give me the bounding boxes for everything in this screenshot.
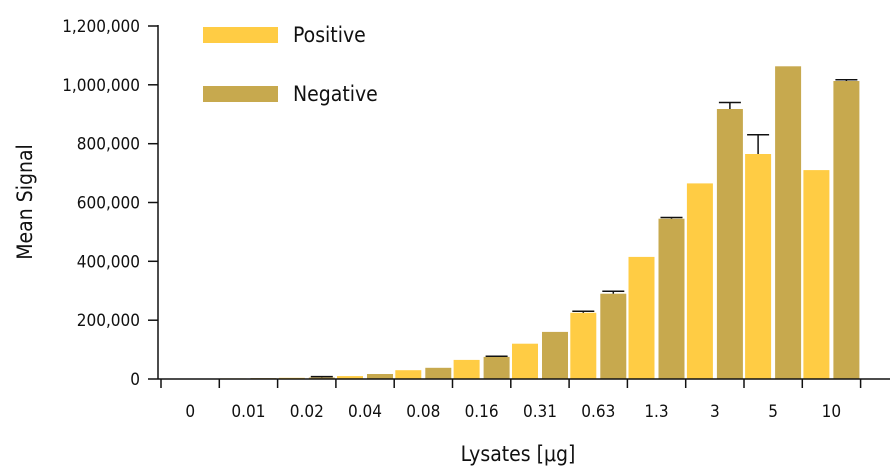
x-axis-title: Lysates [μg]: [461, 442, 576, 466]
bar-negative-0.31: [542, 331, 568, 379]
x-tick-label: 0: [185, 402, 195, 422]
bar-positive-3: [686, 183, 713, 379]
legend-swatch-negative: [203, 86, 278, 102]
y-tick-label: 200,000: [77, 311, 140, 331]
y-tick-label: 1,000,000: [62, 76, 140, 96]
bar-negative-0.63: [600, 293, 627, 379]
bar-positive-0.31: [512, 343, 538, 379]
x-tick-label: 5: [768, 402, 778, 422]
y-tick-label: 600,000: [77, 194, 140, 214]
x-tick-label: 0.31: [523, 402, 557, 422]
x-tick-label: 0.04: [348, 402, 382, 422]
bar-negative-0.08: [425, 367, 452, 379]
bar-negative-5: [775, 66, 802, 380]
y-tick-label: 800,000: [77, 135, 140, 155]
bar-negative-0.16: [483, 356, 510, 379]
bar-positive-10: [803, 170, 830, 379]
bar-negative-10: [833, 81, 860, 379]
bar-positive-1.3: [628, 256, 655, 379]
x-tick-label: 0.01: [231, 402, 265, 422]
y-axis-title: Mean Signal: [13, 144, 37, 260]
y-tick-label: 0: [130, 370, 140, 390]
legend-swatch-positive: [203, 27, 278, 43]
x-tick-label: 1.3: [644, 402, 668, 422]
x-tick-label: 3: [710, 402, 720, 422]
plot-area: 0 200,000 400,000 600,000 800,000 1,000,000 1,…: [62, 17, 890, 422]
bar-positive-5: [745, 154, 772, 379]
bar-negative-1.3: [658, 218, 685, 379]
legend-label-negative: Negative: [293, 82, 378, 106]
x-tick-label: 0.63: [581, 402, 615, 422]
legend-label-positive: Positive: [293, 23, 366, 47]
bar-positive-0.16: [453, 359, 480, 379]
y-tick-label: 1,200,000: [62, 17, 140, 37]
x-tick-label: 0.02: [290, 402, 324, 422]
bar-negative-3: [716, 109, 743, 379]
legend: Positive Negative: [203, 23, 378, 106]
y-tick-label: 400,000: [77, 252, 140, 272]
x-tick-label: 0.16: [465, 402, 499, 422]
bar-positive-0.63: [570, 312, 597, 379]
x-tick-label: 0.08: [406, 402, 440, 422]
x-tick-label: 10: [822, 402, 841, 422]
bar-positive-0.08: [395, 370, 422, 379]
bar-negative-0.04: [367, 374, 393, 379]
bar-positive-0.04: [337, 376, 363, 379]
